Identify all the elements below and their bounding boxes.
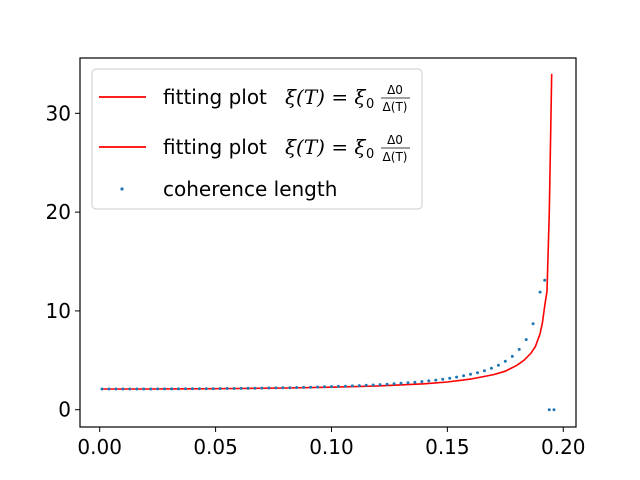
data-point — [107, 387, 111, 391]
data-point — [316, 385, 320, 389]
x-tick-label: 0.10 — [309, 435, 354, 459]
data-point — [232, 387, 236, 390]
data-point — [371, 383, 375, 387]
legend-label-fit: fitting plot — [163, 85, 267, 109]
data-point — [538, 290, 542, 294]
data-point — [323, 385, 326, 389]
data-point — [476, 371, 479, 375]
data-point — [385, 382, 389, 386]
legend-formula-denominator: Δ(T) — [383, 150, 408, 164]
data-point — [343, 384, 347, 388]
legend-label-fit: fitting plot — [163, 135, 267, 159]
legend-formula-denominator: Δ(T) — [383, 100, 408, 114]
data-point — [496, 363, 500, 367]
data-point — [364, 383, 368, 387]
data-point — [441, 377, 445, 381]
data-point — [399, 381, 403, 385]
y-tick-label: 20 — [46, 200, 71, 224]
y-tick-label: 10 — [46, 299, 71, 323]
data-point — [142, 387, 146, 391]
data-point — [267, 386, 271, 390]
data-point — [489, 366, 493, 370]
data-point — [302, 385, 306, 389]
data-point — [239, 386, 243, 390]
x-axis: 0.00 0.05 0.10 0.15 0.20 — [77, 427, 586, 459]
data-point — [149, 387, 153, 391]
data-point — [330, 385, 333, 389]
data-point — [469, 372, 472, 376]
data-point — [552, 408, 556, 412]
data-point — [121, 387, 125, 391]
data-point — [197, 387, 201, 391]
data-point — [177, 387, 180, 391]
legend-formula-numerator: Δ0 — [387, 83, 403, 97]
legend-box — [91, 68, 423, 210]
data-point — [211, 387, 215, 391]
data-point — [503, 359, 507, 363]
series-layer — [100, 73, 556, 412]
data-point — [225, 387, 229, 390]
data-point — [543, 278, 547, 282]
data-point — [184, 387, 187, 391]
y-tick-label: 30 — [46, 101, 71, 125]
y-tick-label: 0 — [58, 398, 71, 422]
legend-formula-subscript: 0 — [366, 147, 374, 162]
data-point — [170, 387, 174, 391]
data-point — [204, 387, 208, 391]
data-point — [190, 387, 194, 391]
y-axis: 0 10 20 30 — [46, 101, 80, 422]
data-point — [100, 387, 104, 391]
data-point — [524, 338, 528, 342]
data-point — [281, 386, 285, 390]
data-point — [462, 374, 466, 378]
data-point — [448, 376, 452, 380]
data-point — [413, 380, 417, 384]
data-point — [547, 408, 551, 412]
legend-formula: ξ(T) = ξ — [285, 135, 366, 159]
data-point — [517, 347, 521, 351]
data-point — [406, 381, 410, 385]
x-tick-label: 0.15 — [425, 435, 470, 459]
x-tick-label: 0.05 — [193, 435, 238, 459]
legend-label-scatter: coherence length — [163, 177, 337, 201]
data-point — [482, 369, 486, 373]
data-point — [246, 386, 250, 390]
data-point — [350, 384, 354, 388]
data-point — [218, 387, 222, 391]
data-point — [392, 382, 396, 386]
data-point — [274, 386, 278, 390]
data-point — [288, 386, 292, 390]
data-point — [135, 387, 139, 391]
data-point — [163, 387, 167, 391]
data-point — [420, 380, 424, 384]
data-point — [114, 387, 118, 391]
data-point — [253, 386, 257, 390]
data-point — [531, 322, 535, 326]
x-tick-label: 0.00 — [77, 435, 122, 459]
data-point — [357, 384, 361, 388]
data-point — [295, 386, 299, 389]
x-tick-label: 0.20 — [541, 435, 586, 459]
legend-formula-numerator: Δ0 — [387, 133, 403, 147]
data-point — [510, 354, 514, 358]
data-point — [427, 379, 431, 383]
legend-formula-subscript: 0 — [366, 97, 374, 112]
data-point — [309, 385, 313, 389]
data-point — [378, 383, 382, 387]
legend-marker-swatch — [120, 187, 124, 191]
data-point — [128, 387, 132, 391]
data-point — [336, 384, 340, 388]
data-point — [156, 387, 160, 391]
data-point — [455, 375, 459, 379]
axes-frame — [79, 57, 577, 428]
data-point — [260, 386, 264, 390]
legend-formula: ξ(T) = ξ — [285, 85, 366, 109]
data-point — [434, 378, 438, 382]
